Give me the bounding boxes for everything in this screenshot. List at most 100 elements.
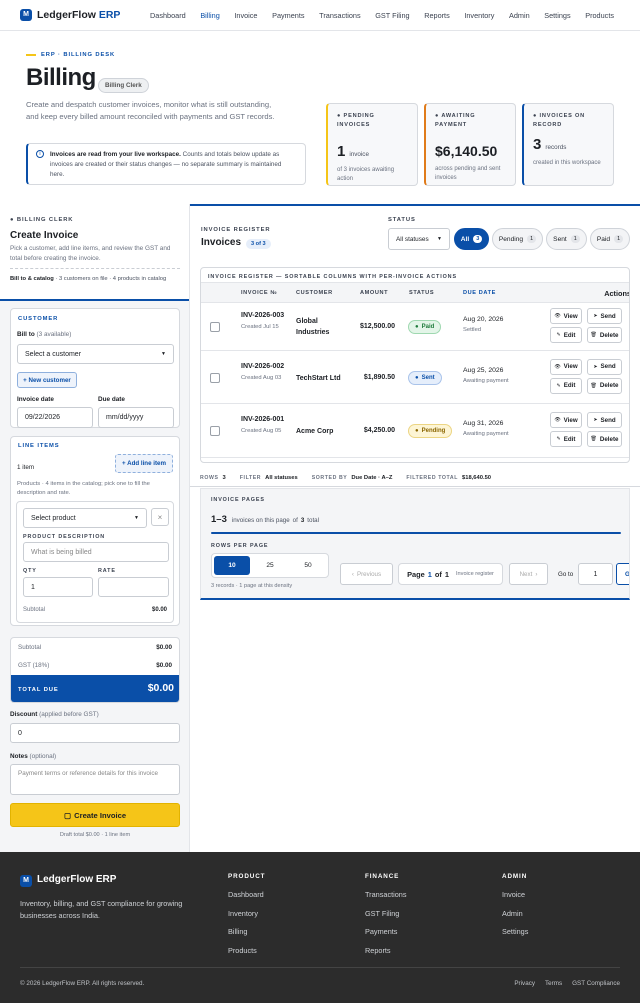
total-label: TOTAL DUE <box>18 687 59 693</box>
create-invoice-button[interactable]: ▢ Create Invoice <box>10 803 180 827</box>
invoice-table: INVOICE REGISTER — SORTABLE COLUMNS WITH… <box>200 267 630 463</box>
footer-link[interactable]: Inventory <box>228 908 259 918</box>
previous-button[interactable]: ‹ Previous <box>340 563 393 585</box>
action-button[interactable]: 👁 View <box>550 308 582 324</box>
nav-link[interactable]: Dashboard <box>150 11 186 20</box>
due-note: Awaiting payment <box>463 377 509 384</box>
footer-column: PRODUCT Dashboard Inventory Billing Products <box>228 873 265 964</box>
action-button[interactable]: 👁 View <box>550 358 582 375</box>
footer-link[interactable]: Reports <box>365 945 391 955</box>
range-of: of <box>292 517 298 524</box>
action-button[interactable]: ➤ Send <box>587 308 622 324</box>
footer-link[interactable]: Products <box>228 945 257 955</box>
legal-links: Privacy Terms GST Compliance <box>514 980 620 987</box>
stat-value: 1 invoice <box>337 143 409 160</box>
filter-pill[interactable]: Pending 1 <box>492 228 543 250</box>
footer-heading: PRODUCT <box>228 873 266 880</box>
remove-item[interactable]: × <box>151 508 169 526</box>
legal-link[interactable]: Privacy <box>514 980 535 987</box>
nav-link[interactable]: Settings <box>544 11 571 20</box>
nav-link[interactable]: Admin <box>508 11 530 20</box>
column-header: STATUS <box>409 290 435 296</box>
create-panel: ● BILLING CLERK Create Invoice Pick a cu… <box>0 204 190 852</box>
total: $0.00 <box>147 682 174 694</box>
status-select[interactable]: All statuses ▼ <box>388 228 450 250</box>
notes-input[interactable]: Payment terms or reference details for t… <box>10 764 180 795</box>
page-size-option[interactable]: 50 <box>304 562 312 569</box>
customer: Acme Corp <box>296 428 334 435</box>
add-line-item[interactable]: + Add line item <box>115 454 173 473</box>
pagination-card: INVOICE PAGES 1–3 invoices on this page o… <box>200 488 630 600</box>
logo[interactable]: M <box>20 9 32 21</box>
footer-link[interactable]: Transactions <box>365 890 407 899</box>
nav-link[interactable]: Invoice <box>234 11 258 20</box>
nav-link[interactable]: GST Filing <box>375 11 410 20</box>
action-button[interactable]: 🗑 Delete <box>587 327 622 343</box>
line-items-legend: LINE ITEMS <box>18 443 60 449</box>
next-button[interactable]: Next › <box>509 563 548 585</box>
legal-link[interactable]: GST Compliance <box>572 980 620 987</box>
footer-heading: ADMIN <box>502 873 528 880</box>
new-customer-button[interactable]: + New customer <box>17 372 77 388</box>
product-select[interactable]: Select product ▼ <box>23 508 147 528</box>
due-cell: Aug 20, 2026 Settled <box>463 315 523 335</box>
nav-link[interactable]: Inventory <box>464 11 495 20</box>
action-button[interactable]: 🗑 Delete <box>587 377 622 394</box>
customer-select[interactable]: Select a customer ▼ <box>17 344 174 364</box>
due-date: Aug 25, 2026 <box>463 366 504 374</box>
due-date-input[interactable]: mm/dd/yyyy <box>98 407 174 428</box>
row-checkbox[interactable] <box>210 322 220 332</box>
invoice-date-input[interactable]: 09/22/2026 <box>17 407 93 428</box>
filter-pill[interactable]: Sent 1 <box>546 228 587 250</box>
action-button[interactable]: ➤ Send <box>587 412 622 428</box>
table-row: INV-2026-002 Created Aug 03 TechStart Ltd $… <box>201 351 629 404</box>
footer-link[interactable]: Dashboard <box>228 890 264 899</box>
filter-pill[interactable]: All 3 <box>454 228 489 250</box>
footer-link[interactable]: Invoice <box>502 890 526 899</box>
item-subtotal: $0.00 <box>151 607 167 613</box>
qty-input[interactable]: 1 <box>23 577 93 597</box>
notes-text: Notes <box>10 753 28 760</box>
action-button[interactable]: ✎ Edit <box>550 431 582 447</box>
filter-pill[interactable]: Paid 1 <box>590 228 630 250</box>
nav-link[interactable]: Reports <box>424 11 450 20</box>
stat-label: ● AWAITING PAYMENT <box>435 113 476 128</box>
legal-link[interactable]: Terms <box>545 980 563 987</box>
desc-input[interactable]: What is being billed <box>23 542 169 562</box>
page-of: of <box>434 569 442 579</box>
item-subtotal-label: Subtotal <box>23 607 46 613</box>
footer-link[interactable]: GST Filing <box>365 908 400 918</box>
nav-link[interactable]: Payments <box>272 11 305 20</box>
action-button[interactable]: ✎ Edit <box>550 327 582 343</box>
footer-link[interactable]: Admin <box>502 908 523 918</box>
action-text: Delete <box>599 382 619 389</box>
action-button[interactable]: 👁 View <box>550 412 582 428</box>
go-button[interactable]: Go <box>616 563 629 585</box>
nav-link[interactable]: Billing <box>200 11 220 20</box>
footer-link[interactable]: Payments <box>365 927 398 937</box>
nav-link[interactable]: Transactions <box>319 11 361 20</box>
available: (3 available) <box>36 331 72 338</box>
invoice-created: Created Aug 05 <box>241 428 282 434</box>
stat-note: created in this workspace <box>533 160 601 166</box>
register-title: Invoices <box>201 237 242 248</box>
footer-link[interactable]: Settings <box>502 927 529 937</box>
qty-label: QTY <box>23 568 37 574</box>
footer-link[interactable]: Billing <box>228 927 248 937</box>
brand[interactable]: LedgerFlow ERP <box>37 9 120 21</box>
action-button[interactable]: 🗑 Delete <box>587 431 622 447</box>
rate-input[interactable] <box>98 577 169 597</box>
gst: $0.00 <box>156 662 172 669</box>
column-header: DUE DATE <box>463 290 496 296</box>
goto-input[interactable]: 1 <box>578 563 613 585</box>
filter-name: Sent <box>553 235 567 243</box>
nav-link[interactable]: Products <box>585 11 614 20</box>
action-button[interactable]: ➤ Send <box>587 358 622 375</box>
action-icon: ➤ <box>593 313 598 319</box>
discount-input[interactable]: 0 <box>10 723 180 743</box>
page-size-option[interactable]: 10 <box>214 556 250 575</box>
action-button[interactable]: ✎ Edit <box>550 377 582 394</box>
page-size-option[interactable]: 25 <box>266 562 274 569</box>
row-checkbox[interactable] <box>210 426 220 436</box>
row-checkbox[interactable] <box>210 372 220 383</box>
